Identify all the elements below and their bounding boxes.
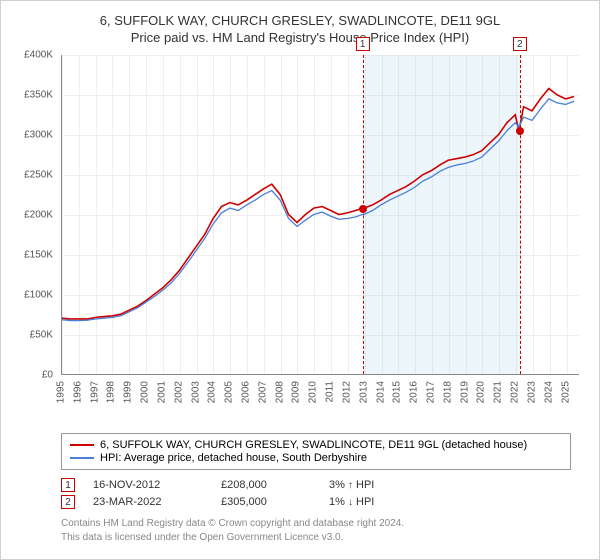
line-chart-svg: [62, 55, 579, 374]
y-tick-label: £150K: [24, 250, 53, 261]
x-tick-label: 2025: [560, 381, 571, 403]
title-subtitle: Price paid vs. HM Land Registry's House …: [13, 30, 587, 45]
sale-price-1: £208,000: [221, 479, 311, 491]
x-tick-label: 2023: [526, 381, 537, 403]
footer-line2: This data is licensed under the Open Gov…: [61, 531, 571, 545]
x-tick-label: 2001: [156, 381, 167, 403]
y-tick-label: £0: [42, 370, 53, 381]
x-tick-label: 2007: [257, 381, 268, 403]
x-tick-label: 1996: [72, 381, 83, 403]
x-tick-label: 1999: [123, 381, 134, 403]
x-tick-label: 2018: [442, 381, 453, 403]
x-tick-label: 2010: [308, 381, 319, 403]
y-tick-label: £300K: [24, 130, 53, 141]
footer-line1: Contains HM Land Registry data © Crown c…: [61, 517, 571, 531]
x-tick-label: 2009: [291, 381, 302, 403]
legend-box: 6, SUFFOLK WAY, CHURCH GRESLEY, SWADLINC…: [61, 433, 571, 470]
x-tick-label: 2013: [358, 381, 369, 403]
y-tick-label: £50K: [30, 330, 53, 341]
x-tick-label: 1998: [106, 381, 117, 403]
x-tick-label: 2017: [426, 381, 437, 403]
x-tick-label: 2019: [459, 381, 470, 403]
x-tick-label: 2015: [392, 381, 403, 403]
y-tick-label: £200K: [24, 210, 53, 221]
x-tick-label: 2000: [140, 381, 151, 403]
x-tick-label: 2021: [493, 381, 504, 403]
legend-label-property: 6, SUFFOLK WAY, CHURCH GRESLEY, SWADLINC…: [100, 439, 527, 451]
sales-table: 1 16-NOV-2012 £208,000 3% ↑ HPI 2 23-MAR…: [61, 478, 571, 509]
x-tick-label: 2005: [224, 381, 235, 403]
footer: Contains HM Land Registry data © Crown c…: [61, 517, 571, 544]
x-tick-label: 2002: [173, 381, 184, 403]
x-tick-label: 2004: [207, 381, 218, 403]
x-tick-label: 1995: [56, 381, 67, 403]
x-tick-label: 2022: [510, 381, 521, 403]
x-tick-label: 2008: [274, 381, 285, 403]
y-axis-labels: £0£50K£100K£150K£200K£250K£300K£350K£400…: [13, 55, 57, 395]
legend-label-hpi: HPI: Average price, detached house, Sout…: [100, 452, 367, 464]
sale-marker-1: 1: [61, 478, 75, 492]
sale-pct-1: 3% ↑ HPI: [329, 479, 374, 491]
marker-box: 1: [356, 37, 370, 51]
series-line-property: [62, 88, 574, 318]
series-line-hpi: [62, 99, 574, 321]
x-tick-label: 1997: [89, 381, 100, 403]
x-tick-label: 2016: [409, 381, 420, 403]
legend-swatch-property: [70, 444, 94, 446]
y-tick-label: £100K: [24, 290, 53, 301]
y-tick-label: £350K: [24, 90, 53, 101]
y-tick-label: £250K: [24, 170, 53, 181]
legend-swatch-hpi: [70, 457, 94, 459]
x-tick-label: 2003: [190, 381, 201, 403]
sale-row-1: 1 16-NOV-2012 £208,000 3% ↑ HPI: [61, 478, 571, 492]
x-tick-label: 2014: [375, 381, 386, 403]
sale-date-2: 23-MAR-2022: [93, 496, 203, 508]
sale-marker-2: 2: [61, 495, 75, 509]
legend-row-property: 6, SUFFOLK WAY, CHURCH GRESLEY, SWADLINC…: [70, 439, 562, 451]
y-tick-label: £400K: [24, 50, 53, 61]
sale-pct-2: 1% ↓ HPI: [329, 496, 374, 508]
sale-price-2: £305,000: [221, 496, 311, 508]
title-block: 6, SUFFOLK WAY, CHURCH GRESLEY, SWADLINC…: [13, 13, 587, 45]
x-axis-labels: 1995199619971998199920002001200220032004…: [61, 377, 579, 417]
x-tick-label: 2006: [241, 381, 252, 403]
chart-container: 6, SUFFOLK WAY, CHURCH GRESLEY, SWADLINC…: [0, 0, 600, 560]
plot-wrap: £0£50K£100K£150K£200K£250K£300K£350K£400…: [13, 55, 583, 395]
x-tick-label: 2012: [341, 381, 352, 403]
plot-area: 12: [61, 55, 579, 375]
title-address: 6, SUFFOLK WAY, CHURCH GRESLEY, SWADLINC…: [13, 13, 587, 28]
legend-row-hpi: HPI: Average price, detached house, Sout…: [70, 452, 562, 464]
x-tick-label: 2024: [543, 381, 554, 403]
sale-row-2: 2 23-MAR-2022 £305,000 1% ↓ HPI: [61, 495, 571, 509]
x-tick-label: 2011: [325, 381, 336, 403]
marker-box: 2: [513, 37, 527, 51]
x-tick-label: 2020: [476, 381, 487, 403]
sale-date-1: 16-NOV-2012: [93, 479, 203, 491]
